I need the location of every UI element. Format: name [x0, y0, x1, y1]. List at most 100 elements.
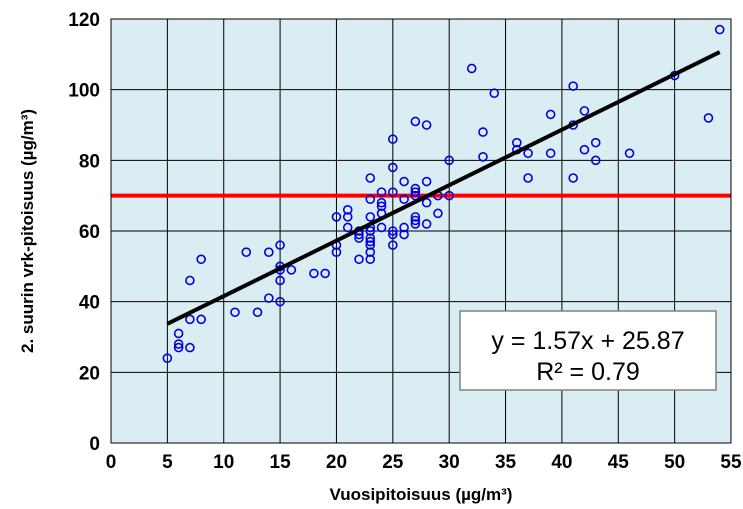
data-point [523, 173, 533, 183]
equation-box: y = 1.57x + 25.87 R² = 0.79 [459, 310, 717, 391]
y-tick-label: 100 [68, 81, 100, 102]
data-point [410, 215, 421, 226]
data-point [579, 144, 590, 155]
data-point [376, 187, 387, 197]
data-point [388, 226, 398, 236]
data-point [466, 63, 477, 74]
data-point [354, 233, 364, 243]
data-point [264, 293, 274, 303]
x-axis-title: Vuosipitoisuus (µg/m³) [330, 485, 513, 504]
data-point [410, 212, 421, 222]
x-tick-label: 45 [608, 452, 630, 473]
data-point [241, 247, 252, 257]
data-point [399, 222, 409, 233]
data-point [410, 183, 421, 194]
data-point [275, 296, 285, 307]
plot-border [110, 18, 732, 444]
data-point [512, 137, 522, 148]
x-tick-label: 0 [106, 452, 117, 473]
x-tick-label: 30 [439, 452, 460, 473]
data-point [365, 233, 376, 243]
x-tick-label: 35 [495, 452, 517, 473]
equation-text: y = 1.57x + 25.87 [491, 327, 684, 355]
data-point [388, 134, 398, 144]
data-point [399, 176, 409, 187]
y-tick-label: 0 [89, 434, 100, 455]
data-point [230, 307, 240, 318]
data-point [365, 194, 376, 204]
data-point [365, 226, 376, 236]
data-point [388, 187, 398, 197]
x-tick-label: 40 [551, 452, 572, 473]
y-tick-label: 120 [68, 10, 100, 31]
data-point [489, 88, 500, 98]
data-point [444, 155, 454, 166]
x-tick-label: 25 [382, 452, 404, 473]
data-point [286, 265, 297, 275]
data-point [421, 197, 432, 208]
data-point [444, 190, 454, 201]
data-point [376, 197, 387, 208]
trendline [166, 50, 721, 326]
data-point [568, 81, 578, 91]
x-axis-ticks: 0 5 10 15 20 25 30 35 40 45 50 55 [106, 452, 742, 473]
data-point [365, 212, 376, 222]
x-tick-label: 5 [162, 452, 173, 473]
y-tick-label: 80 [79, 151, 100, 172]
data-point [365, 236, 376, 247]
x-tick-label: 15 [270, 452, 292, 473]
data-point [590, 155, 601, 166]
x-tick-label: 55 [720, 452, 742, 473]
y-tick-label: 20 [79, 363, 100, 384]
data-point [275, 240, 285, 250]
data-point [342, 205, 353, 215]
data-point [568, 173, 578, 183]
data-point [421, 219, 432, 229]
data-point [331, 247, 342, 257]
data-point [354, 254, 364, 265]
data-point [624, 148, 635, 159]
data-point [252, 307, 263, 318]
x-tick-label: 50 [664, 452, 685, 473]
data-point [478, 127, 488, 137]
data-point [173, 342, 184, 353]
data-point [331, 212, 342, 222]
data-point [388, 240, 398, 250]
data-point [421, 120, 432, 130]
data-point [410, 219, 421, 229]
data-point [342, 212, 353, 222]
data-point [590, 137, 601, 148]
data-point [376, 222, 387, 233]
data-point [399, 194, 409, 204]
y-tick-label: 40 [79, 293, 100, 314]
data-point [196, 254, 206, 265]
data-point [309, 268, 319, 279]
data-point [703, 113, 714, 123]
y-axis-ticks: 0 20 40 60 80 100 120 [68, 10, 100, 455]
data-point [399, 229, 409, 240]
data-point [365, 173, 376, 183]
r-squared-text: R² = 0.79 [536, 358, 640, 386]
data-point [478, 152, 488, 162]
data-point [185, 275, 195, 286]
data-point [365, 254, 376, 265]
data-point [421, 176, 432, 187]
y-axis-title: 2. suurin vrk-pitoisuus (µg/m³) [18, 109, 37, 353]
data-point [173, 339, 184, 349]
data-point [410, 187, 421, 197]
data-point [275, 275, 285, 286]
data-point [545, 109, 556, 120]
data-point [410, 116, 421, 127]
data-point [342, 222, 353, 233]
data-point [196, 314, 206, 325]
data-point [264, 247, 274, 257]
data-point [185, 314, 195, 325]
data-point [185, 342, 195, 353]
data-point [714, 24, 725, 35]
data-point [162, 353, 173, 364]
equation-box-frame [459, 310, 717, 391]
data-point [365, 240, 376, 250]
y-tick-label: 60 [79, 222, 100, 243]
data-point [523, 148, 533, 159]
